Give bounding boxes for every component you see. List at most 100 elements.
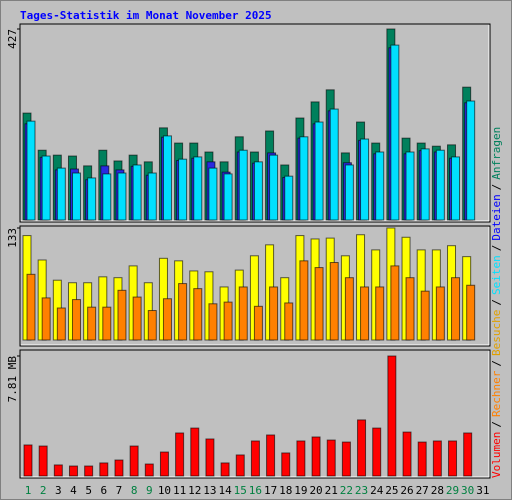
bar bbox=[311, 436, 321, 477]
bar bbox=[205, 438, 215, 477]
x-tick-label: 13 bbox=[203, 484, 216, 497]
bar bbox=[284, 175, 294, 221]
bar bbox=[360, 286, 370, 341]
bar bbox=[175, 432, 185, 477]
bar bbox=[269, 286, 279, 341]
bar bbox=[402, 431, 412, 477]
bar bbox=[390, 265, 400, 341]
bar bbox=[41, 155, 51, 221]
bar bbox=[147, 172, 157, 221]
bar bbox=[26, 273, 36, 341]
bar bbox=[147, 310, 157, 341]
bar bbox=[132, 164, 142, 221]
y-tick-label: 427 bbox=[6, 29, 19, 49]
legend-entry: Volumen bbox=[490, 432, 503, 478]
bar bbox=[299, 260, 309, 341]
bar bbox=[466, 284, 476, 341]
bar bbox=[284, 302, 294, 341]
bar bbox=[162, 298, 172, 341]
x-tick-label: 31 bbox=[476, 484, 489, 497]
bar bbox=[190, 427, 200, 477]
legend-separator: / bbox=[490, 421, 503, 428]
x-tick-label: 4 bbox=[70, 484, 77, 497]
legend-entry: Besuche bbox=[490, 310, 503, 356]
bar bbox=[99, 462, 109, 477]
bar bbox=[451, 277, 461, 341]
bar bbox=[420, 148, 430, 221]
legend-entry: Dateien bbox=[490, 194, 503, 240]
bar bbox=[238, 149, 248, 221]
bar bbox=[84, 465, 94, 477]
x-tick-label: 23 bbox=[355, 484, 368, 497]
bar bbox=[329, 262, 339, 341]
bar bbox=[266, 434, 276, 477]
x-tick-label: 24 bbox=[370, 484, 384, 497]
y-tick-label: 133 bbox=[6, 228, 19, 248]
x-tick-label: 7 bbox=[116, 484, 123, 497]
bar bbox=[68, 465, 78, 477]
bar bbox=[87, 306, 97, 341]
bar bbox=[390, 44, 400, 221]
bar bbox=[466, 100, 476, 221]
bar bbox=[299, 136, 309, 221]
bar bbox=[71, 172, 81, 221]
legend: Volumen / Rechner / Besuche / Seiten / Dateien / A… bbox=[490, 127, 503, 478]
bar bbox=[193, 156, 203, 221]
legend-entry: Seiten bbox=[490, 255, 503, 295]
bar bbox=[314, 121, 324, 221]
bar bbox=[417, 441, 427, 477]
bar bbox=[281, 452, 291, 477]
bar bbox=[53, 464, 63, 477]
x-tick-label: 3 bbox=[55, 484, 62, 497]
bar bbox=[56, 307, 66, 341]
x-tick-label: 16 bbox=[249, 484, 262, 497]
bar bbox=[435, 149, 445, 221]
bar bbox=[129, 445, 139, 477]
bar bbox=[387, 355, 397, 477]
bar bbox=[451, 156, 461, 221]
x-tick-label: 27 bbox=[416, 484, 429, 497]
x-tick-label: 19 bbox=[294, 484, 307, 497]
bar bbox=[344, 164, 354, 221]
y-tick-label: 7.81 MB bbox=[6, 356, 19, 403]
bar bbox=[250, 440, 260, 477]
bar bbox=[208, 303, 218, 341]
bar bbox=[357, 419, 367, 477]
x-tick-label: 20 bbox=[309, 484, 322, 497]
x-tick-label: 12 bbox=[188, 484, 201, 497]
legend-separator: / bbox=[490, 245, 503, 252]
bar bbox=[71, 299, 81, 341]
bar bbox=[375, 286, 385, 341]
bar bbox=[405, 277, 415, 341]
bar bbox=[223, 173, 233, 221]
bar bbox=[193, 288, 203, 341]
bar bbox=[223, 301, 233, 341]
bar bbox=[314, 267, 324, 341]
bar bbox=[235, 454, 245, 477]
bar bbox=[102, 173, 112, 221]
bar bbox=[117, 172, 127, 221]
bar bbox=[372, 427, 382, 477]
legend-separator: / bbox=[490, 299, 503, 306]
legend-separator: / bbox=[490, 360, 503, 367]
bar bbox=[344, 277, 354, 341]
legend-separator: / bbox=[490, 184, 503, 191]
chart-title: Tages-Statistik im Monat November 2025 bbox=[20, 9, 272, 22]
legend-entry: Anfragen bbox=[490, 127, 503, 180]
bar bbox=[208, 167, 218, 221]
bar bbox=[220, 462, 230, 477]
bar bbox=[463, 432, 473, 477]
x-tick-label: 14 bbox=[218, 484, 232, 497]
bar bbox=[102, 306, 112, 341]
x-tick-label: 25 bbox=[385, 484, 398, 497]
x-tick-label: 26 bbox=[400, 484, 413, 497]
bar bbox=[435, 286, 445, 341]
bar bbox=[178, 283, 188, 341]
bar bbox=[360, 138, 370, 221]
bar bbox=[178, 158, 188, 221]
bar bbox=[162, 135, 172, 221]
bar bbox=[405, 151, 415, 221]
bar bbox=[23, 444, 33, 477]
x-tick-label: 1 bbox=[25, 484, 32, 497]
